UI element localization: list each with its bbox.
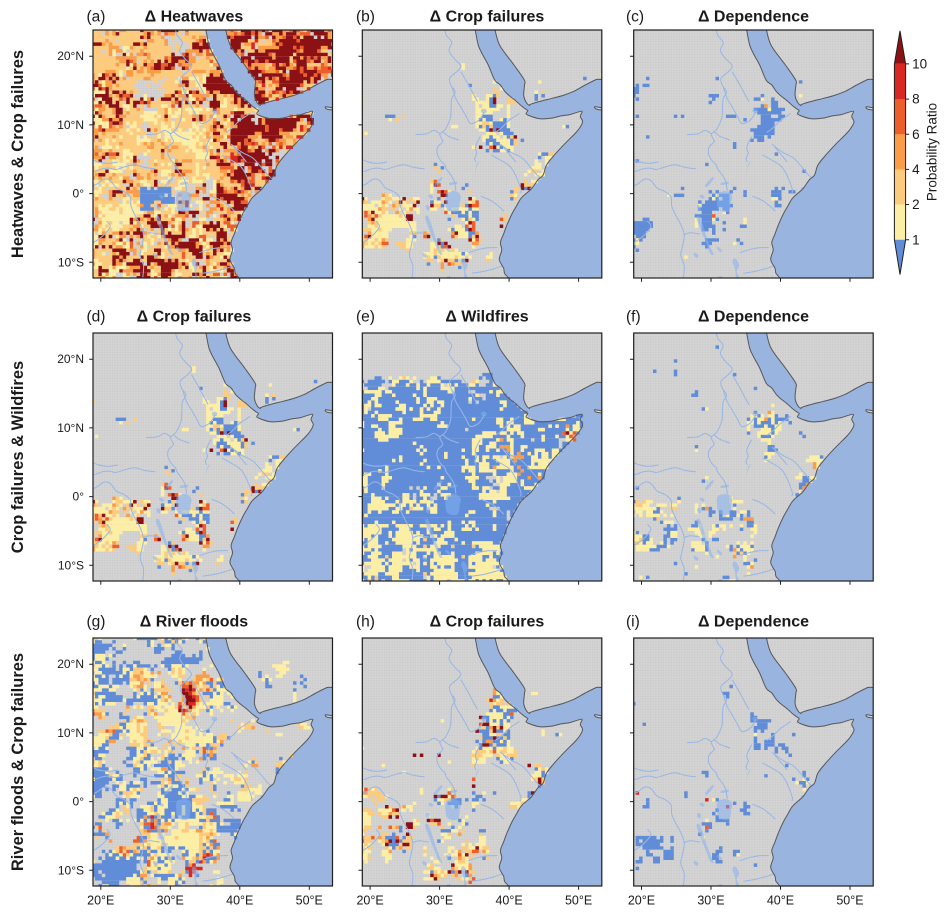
svg-text:4: 4	[912, 162, 920, 177]
svg-text:0°: 0°	[73, 490, 85, 504]
svg-text:10°N: 10°N	[57, 726, 84, 740]
svg-text:Δ Heatwaves: Δ Heatwaves	[145, 9, 244, 26]
svg-text:20°E: 20°E	[356, 894, 383, 908]
svg-text:River floods & Crop failures: River floods & Crop failures	[9, 653, 27, 871]
svg-text:10°N: 10°N	[57, 118, 84, 132]
svg-text:(a): (a)	[87, 9, 106, 26]
svg-text:50°E: 50°E	[836, 894, 863, 908]
svg-text:Δ Dependence: Δ Dependence	[698, 9, 809, 26]
svg-text:Crop failures & Wildfires: Crop failures & Wildfires	[9, 361, 27, 553]
svg-text:10°S: 10°S	[58, 863, 84, 877]
svg-text:0°: 0°	[73, 187, 85, 201]
svg-text:20°N: 20°N	[57, 352, 84, 366]
svg-text:20°N: 20°N	[57, 657, 84, 671]
svg-text:30°E: 30°E	[157, 894, 184, 908]
svg-text:(i): (i)	[626, 614, 640, 631]
svg-text:2: 2	[912, 197, 920, 212]
svg-text:8: 8	[912, 92, 920, 107]
svg-text:40°E: 40°E	[226, 894, 253, 908]
svg-text:Δ Crop failures: Δ Crop failures	[430, 9, 545, 26]
svg-text:Δ Wildfires: Δ Wildfires	[445, 309, 528, 326]
svg-text:10: 10	[912, 57, 927, 72]
svg-text:Heatwaves & Crop failures: Heatwaves & Crop failures	[9, 50, 27, 258]
svg-text:Δ Dependence: Δ Dependence	[698, 614, 809, 631]
svg-text:50°E: 50°E	[296, 894, 323, 908]
svg-text:Δ Crop failures: Δ Crop failures	[137, 309, 252, 326]
svg-text:(c): (c)	[626, 9, 644, 26]
svg-text:Δ Dependence: Δ Dependence	[698, 309, 809, 326]
svg-text:1: 1	[912, 232, 920, 247]
svg-text:20°E: 20°E	[87, 894, 114, 908]
svg-text:0°: 0°	[73, 795, 85, 809]
svg-text:Δ Crop failures: Δ Crop failures	[430, 614, 545, 631]
svg-text:Probability Ratio: Probability Ratio	[925, 103, 940, 201]
svg-text:(b): (b)	[356, 9, 375, 26]
svg-text:(h): (h)	[356, 614, 375, 631]
svg-text:10°S: 10°S	[58, 255, 84, 269]
svg-text:30°E: 30°E	[697, 894, 724, 908]
svg-text:40°E: 40°E	[495, 894, 522, 908]
svg-text:10°N: 10°N	[57, 421, 84, 435]
svg-text:40°E: 40°E	[767, 894, 794, 908]
svg-text:Δ River floods: Δ River floods	[140, 614, 249, 631]
svg-text:(e): (e)	[356, 309, 375, 326]
svg-text:20°N: 20°N	[57, 49, 84, 63]
svg-text:10°S: 10°S	[58, 558, 84, 572]
svg-text:30°E: 30°E	[426, 894, 453, 908]
svg-text:(f): (f)	[626, 309, 641, 326]
svg-text:6: 6	[912, 127, 920, 142]
svg-text:20°E: 20°E	[628, 894, 655, 908]
svg-text:50°E: 50°E	[565, 894, 592, 908]
svg-text:(d): (d)	[87, 309, 106, 326]
svg-text:(g): (g)	[87, 614, 106, 631]
